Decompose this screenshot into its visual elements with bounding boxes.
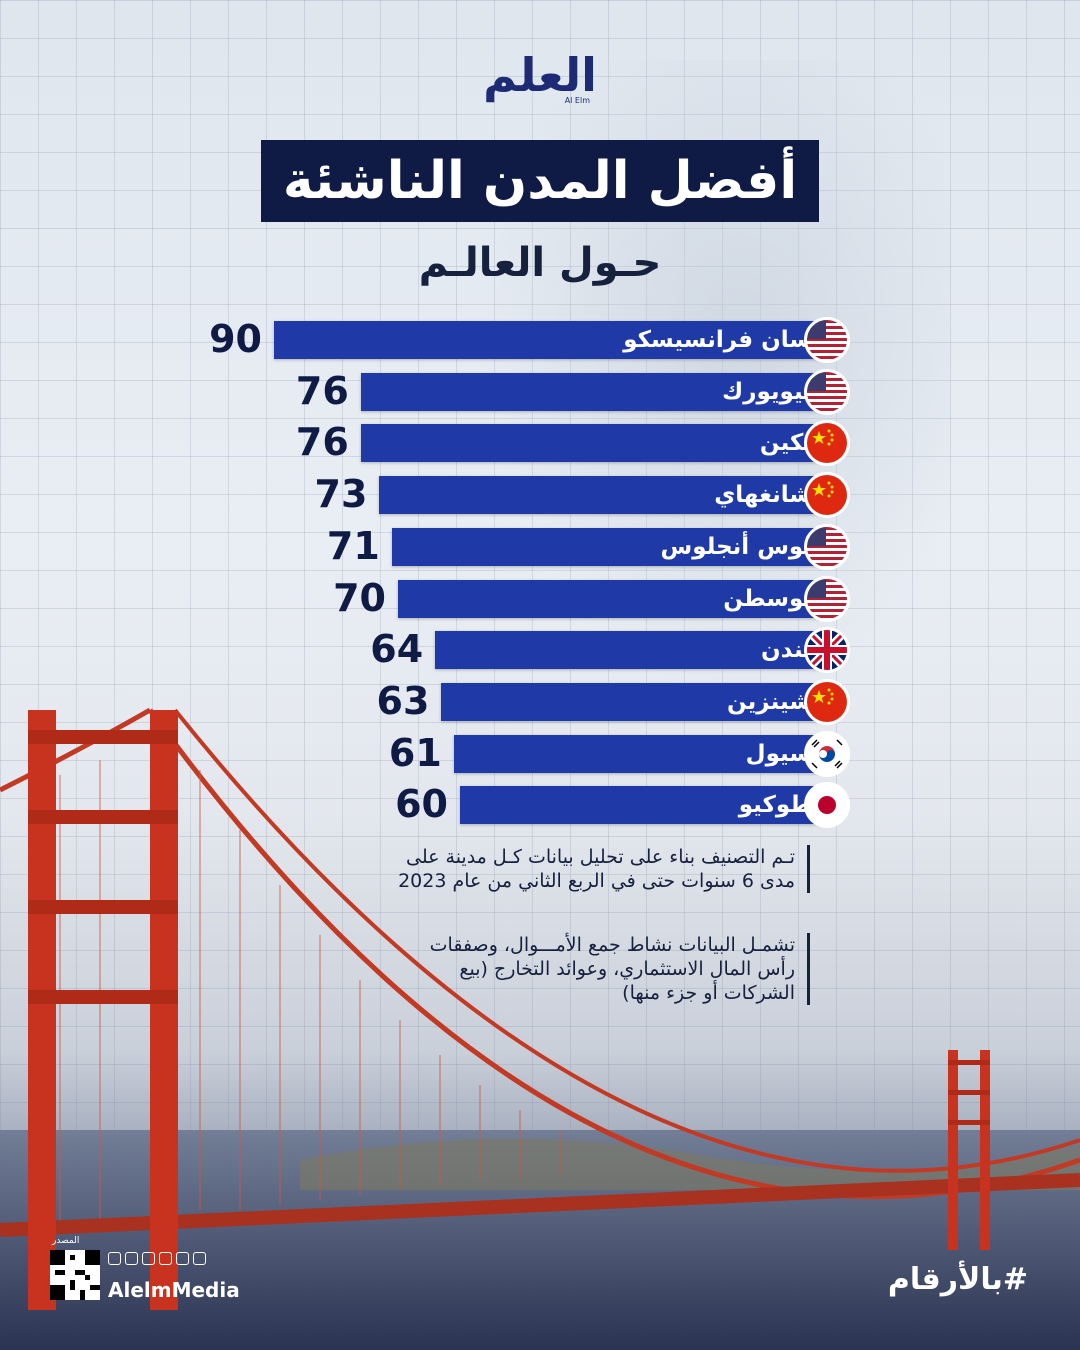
instagram-icon[interactable] xyxy=(125,1252,138,1265)
bar xyxy=(360,424,832,463)
bar-label: شانغهاي xyxy=(714,482,812,509)
telegram-icon[interactable] xyxy=(193,1252,206,1265)
bar xyxy=(360,372,832,411)
bar xyxy=(274,321,832,359)
china-flag-icon xyxy=(804,420,850,467)
korea-flag-icon xyxy=(804,730,850,777)
bar-label: لندن xyxy=(761,637,812,664)
bar-label: سان فرانسيسكو xyxy=(623,327,812,353)
bar-label: بكين xyxy=(759,430,812,457)
x-icon[interactable] xyxy=(176,1252,189,1265)
bar xyxy=(391,527,832,566)
golden-gate-bridge-image xyxy=(0,707,1080,1350)
qr-code-icon[interactable] xyxy=(50,1250,100,1300)
bar xyxy=(441,682,832,721)
uk-flag-icon xyxy=(804,627,850,674)
data-label: 90 xyxy=(209,317,262,361)
bar-label: نيويورك xyxy=(722,378,812,405)
bar-label: طوكيو xyxy=(738,792,812,819)
bar-label: لوس أنجلوس xyxy=(660,533,812,560)
snapchat-icon[interactable] xyxy=(159,1252,172,1265)
bar xyxy=(379,476,832,515)
source-label: المصدر xyxy=(52,1236,80,1246)
china-flag-icon xyxy=(804,678,850,725)
bar xyxy=(398,579,832,618)
brand-name-en: Al Elm xyxy=(564,96,590,105)
data-label: 64 xyxy=(370,627,424,672)
data-label: 76 xyxy=(295,368,349,413)
bar-label: سيول xyxy=(745,740,812,767)
brand-logo: العلم Al Elm xyxy=(470,50,610,105)
chart-subtitle: حـول العالـم xyxy=(418,240,662,286)
us-flag-icon xyxy=(804,575,850,622)
data-label: 63 xyxy=(376,678,430,723)
bar xyxy=(435,631,832,670)
data-label: 76 xyxy=(295,420,349,465)
facebook-icon[interactable] xyxy=(108,1252,121,1265)
us-flag-icon xyxy=(804,368,850,415)
bar xyxy=(460,786,832,825)
data-label: 73 xyxy=(314,472,368,517)
bar xyxy=(453,734,832,773)
note-methodology: تـم التصنيف بناء على تحليل بيانات كـل مد… xyxy=(395,845,810,893)
brand-name-ar: العلم xyxy=(483,48,597,102)
bar-label: بوسطن xyxy=(723,585,812,612)
data-label: 61 xyxy=(388,730,442,775)
linkedin-icon[interactable] xyxy=(142,1252,155,1265)
bar-label: شينزين xyxy=(726,688,812,715)
social-handle[interactable]: AlelmMedia xyxy=(108,1278,240,1302)
hashtag: #بالأرقام xyxy=(887,1262,1028,1297)
us-flag-icon xyxy=(804,523,850,570)
data-label: 60 xyxy=(395,782,448,827)
us-flag-icon xyxy=(804,317,850,363)
china-flag-icon xyxy=(804,472,850,519)
japan-flag-icon xyxy=(804,782,850,829)
note-data-scope: تشمـل البيانات نشاط جمع الأمـــوال، وصفق… xyxy=(395,933,810,1005)
social-icons xyxy=(108,1252,206,1265)
data-label: 70 xyxy=(333,575,386,620)
data-label: 71 xyxy=(326,523,380,568)
chart-title: أفضل المدن الناشئة xyxy=(261,140,819,222)
